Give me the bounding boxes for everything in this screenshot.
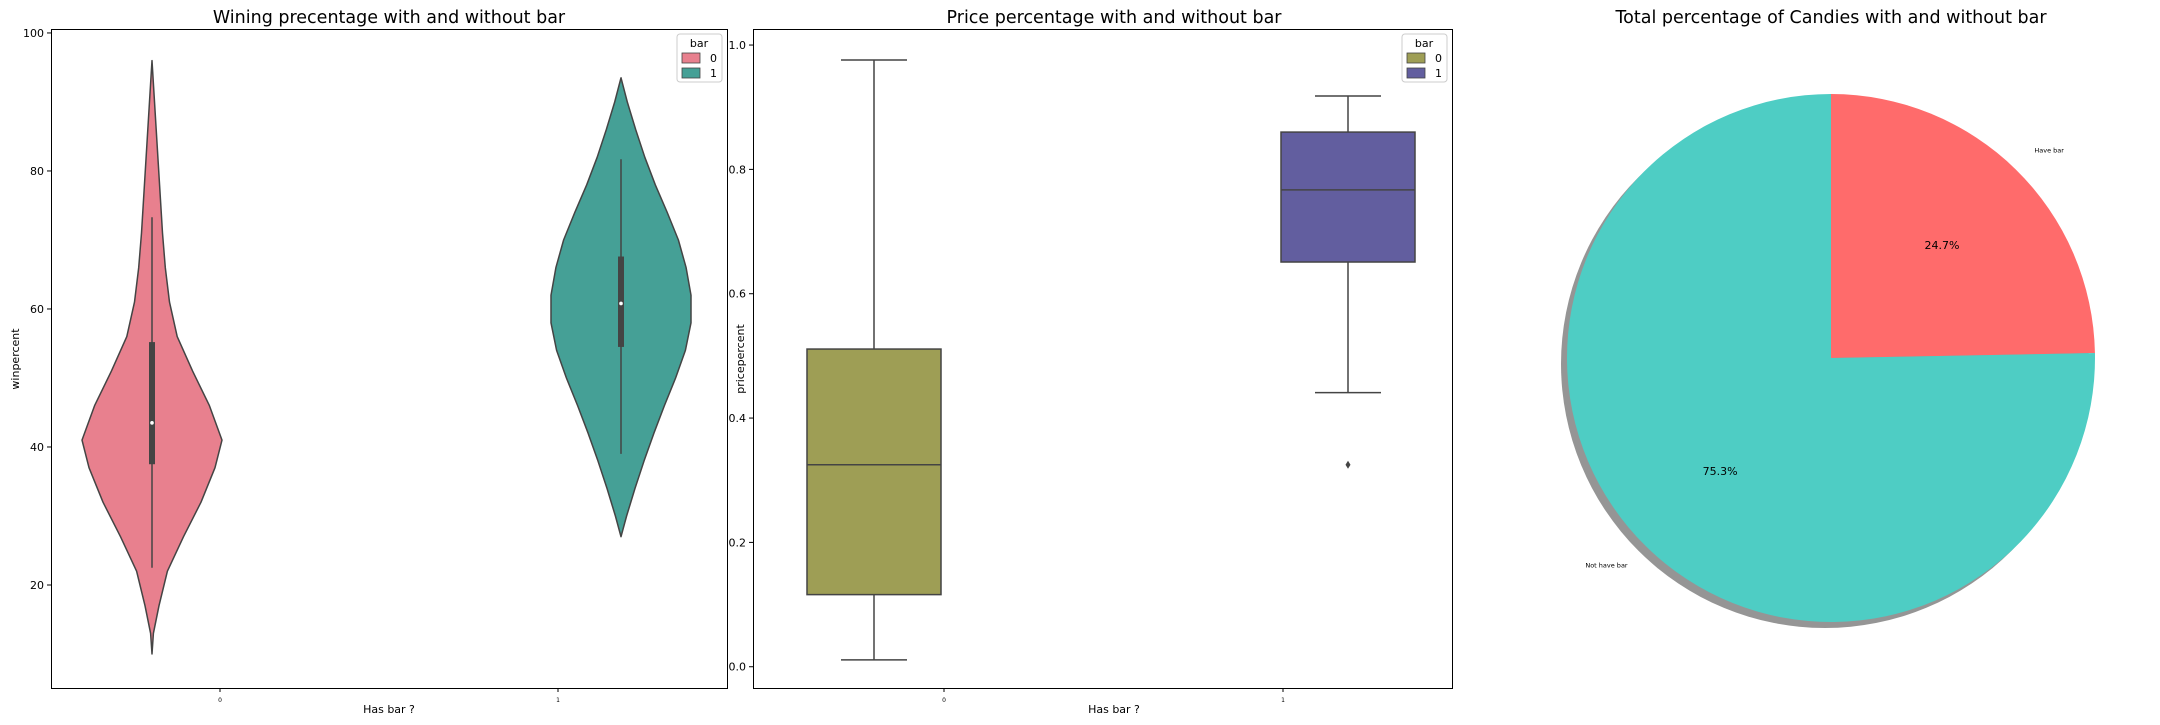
box-y-tick-label-0.4: 0.4 (729, 412, 747, 425)
box-plot-area (753, 29, 1453, 689)
box-y-tick-label-0.2: 0.2 (729, 536, 747, 549)
box-legend-label-0: 0 (1435, 52, 1442, 65)
violin-y-tick-label-40: 40 (30, 441, 44, 454)
box-y-ticks: 0.0 0.2 0.4 0.6 0.8 1.0 (729, 39, 754, 674)
box-y-axis-label: pricepercent (734, 324, 747, 394)
pie-pct-label-not-have-bar: 75.3% (1703, 465, 1738, 478)
box-legend-label-1: 1 (1435, 67, 1442, 80)
violin-x-tick-label-0: 0 (218, 697, 222, 704)
violin-plot-area (51, 29, 728, 689)
box-y-tick-label-0.8: 0.8 (729, 163, 747, 176)
box-body-0 (806, 348, 942, 596)
violin-y-tick-label-60: 60 (30, 303, 44, 316)
violin-legend: bar 0 1 (676, 33, 723, 83)
violin-legend-swatch-0 (681, 52, 701, 64)
pie-slice-have-bar (1831, 94, 2095, 358)
pie-chart: Total percentage of Candies with and wit… (1561, 8, 2095, 628)
box-x-tick-label-0: 0 (942, 697, 946, 704)
violin-legend-swatch-1 (681, 67, 701, 79)
violin-y-ticks: 20 40 60 80 100 (23, 27, 52, 592)
pie-shapes: 24.7% Have bar 75.3% Not have bar (1561, 94, 2095, 628)
violin-chart: Wining precentage with and without bar 2… (9, 8, 728, 716)
box-y-tick-label-0: 0.0 (729, 661, 747, 674)
box-legend-title: bar (1415, 37, 1434, 50)
violin-legend-label-0: 0 (710, 52, 717, 65)
violin-legend-label-1: 1 (710, 67, 717, 80)
pie-pct-label-have-bar: 24.7% (1924, 239, 1959, 252)
box-outlier-1-0 (1345, 460, 1351, 469)
box-y-tick-label-0.6: 0.6 (729, 288, 747, 301)
violin-shapes (81, 59, 692, 655)
box-chart: Price percentage with and without bar 0.… (729, 8, 1453, 716)
violin-y-axis-label: winpercent (9, 328, 22, 390)
box-y-tick-label-1: 1.0 (729, 39, 747, 52)
violin-median-0 (150, 421, 154, 425)
violin-x-tick-label-1: 1 (556, 697, 560, 704)
violin-chart-title: Wining precentage with and without bar (213, 8, 566, 28)
box-x-axis-label: Has bar ? (1088, 703, 1140, 716)
box-legend-swatch-0 (1406, 52, 1426, 64)
violin-y-tick-label-80: 80 (30, 165, 44, 178)
pie-label-have-bar: Have bar (2034, 147, 2064, 155)
pie-chart-title: Total percentage of Candies with and wit… (1614, 8, 2047, 28)
violin-y-tick-label-20: 20 (30, 579, 44, 592)
violin-legend-title: bar (690, 37, 709, 50)
box-body-1 (1280, 131, 1416, 263)
box-legend: bar 0 1 (1401, 33, 1448, 83)
box-shapes (806, 59, 1416, 661)
violin-median-1 (619, 301, 623, 306)
violin-iqr-0 (149, 342, 155, 465)
pie-label-not-have-bar: Not have bar (1585, 561, 1628, 569)
box-legend-swatch-1 (1406, 67, 1426, 79)
box-chart-title: Price percentage with and without bar (947, 8, 1283, 28)
box-x-tick-label-1: 1 (1281, 697, 1285, 704)
violin-y-tick-label-100: 100 (23, 27, 44, 40)
pie-slice-not-have-bar (1566, 94, 2095, 622)
violin-x-axis-label: Has bar ? (363, 703, 415, 716)
